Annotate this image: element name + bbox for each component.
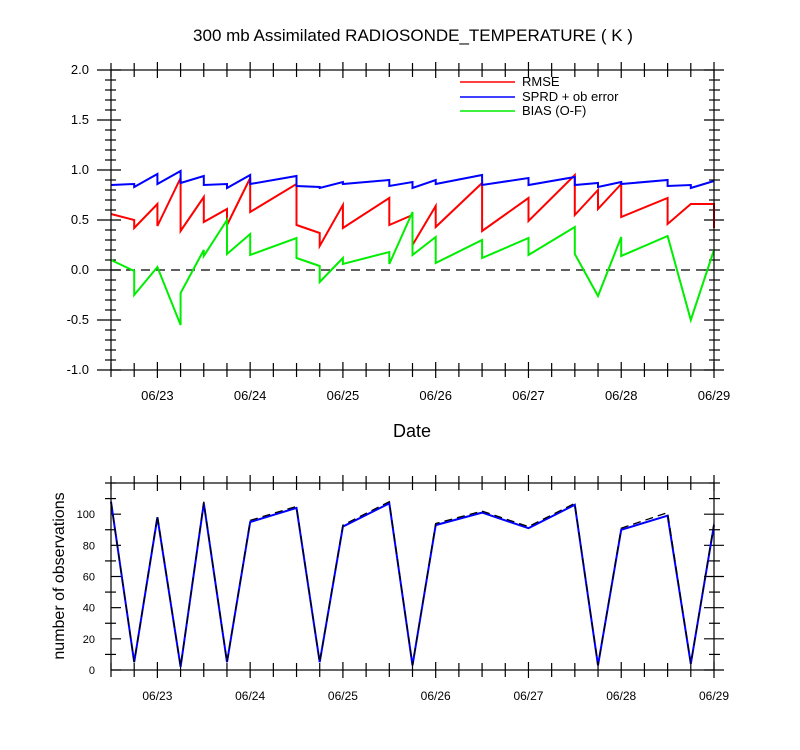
top-x-tick-label: 06/24 bbox=[234, 388, 267, 403]
bottom-y-tick-label: 20 bbox=[83, 634, 95, 646]
top-y-tick-label: -1.0 bbox=[67, 362, 89, 377]
bottom-chart: 06/23 06/24 06/25 06/26 06/27 06/28 06/29 0 20 40… bbox=[77, 475, 729, 703]
top-x-tick-label: 06/27 bbox=[512, 388, 545, 403]
bottom-y-tick-label: 80 bbox=[83, 540, 95, 552]
series-line-sprd-ob-error bbox=[110, 169, 715, 190]
bottom-x-tick-label: 06/29 bbox=[699, 689, 729, 703]
series-line-observations-dashed bbox=[110, 500, 715, 667]
bottom-chart-frame bbox=[110, 482, 715, 671]
bottom-x-tick-label: 06/25 bbox=[328, 689, 358, 703]
top-y-tick-label: 2.0 bbox=[71, 62, 89, 77]
series-line-bias-o-f bbox=[110, 211, 715, 326]
series-line-rmse bbox=[110, 172, 715, 250]
top-x-tick-label: 06/28 bbox=[605, 388, 638, 403]
top-x-tick-label: 06/26 bbox=[419, 388, 452, 403]
legend: RMSE SPRD + ob error BIAS (O-F) bbox=[460, 74, 619, 118]
bottom-x-tick-label: 06/27 bbox=[513, 689, 543, 703]
top-chart: 06/23 06/24 06/25 06/26 06/27 06/28 06/29 -1.0 -… bbox=[67, 62, 731, 403]
top-y-tick-label: -0.5 bbox=[67, 312, 89, 327]
bottom-y-tick-label: 0 bbox=[89, 665, 95, 677]
top-chart-series bbox=[110, 169, 715, 326]
bottom-chart-series bbox=[110, 500, 715, 668]
top-y-tick-label: 0.5 bbox=[71, 212, 89, 227]
top-x-tick-label: 06/25 bbox=[327, 388, 360, 403]
bottom-y-tick-label: 60 bbox=[83, 572, 95, 584]
bottom-y-tick-label: 40 bbox=[83, 603, 95, 615]
top-y-tick-label: 1.0 bbox=[71, 162, 89, 177]
top-x-tick-label: 06/23 bbox=[141, 388, 174, 403]
top-chart-title: 300 mb Assimilated RADIOSONDE_TEMPERATUR… bbox=[193, 26, 633, 45]
top-x-tick-label: 06/29 bbox=[698, 388, 731, 403]
legend-label-bias: BIAS (O-F) bbox=[522, 103, 586, 118]
legend-label-rmse: RMSE bbox=[522, 74, 560, 89]
top-chart-frame bbox=[110, 69, 715, 371]
top-chart-xlabel: Date bbox=[393, 421, 431, 441]
bottom-x-tick-label: 06/23 bbox=[142, 689, 172, 703]
bottom-y-tick-label: 100 bbox=[77, 509, 95, 521]
top-y-tick-label: 0.0 bbox=[71, 262, 89, 277]
series-line-observations bbox=[110, 501, 715, 668]
bottom-x-tick-label: 06/26 bbox=[421, 689, 451, 703]
bottom-x-tick-label: 06/28 bbox=[606, 689, 636, 703]
legend-label-sprd: SPRD + ob error bbox=[522, 89, 619, 104]
bottom-chart-ylabel: number of observations bbox=[51, 492, 68, 659]
top-chart-axes: 06/23 06/24 06/25 06/26 06/27 06/28 06/29 -1.0 -… bbox=[67, 62, 731, 403]
top-y-tick-label: 1.5 bbox=[71, 112, 89, 127]
bottom-x-tick-label: 06/24 bbox=[235, 689, 265, 703]
bottom-chart-axes: 06/23 06/24 06/25 06/26 06/27 06/28 06/29 0 20 40… bbox=[77, 475, 729, 703]
